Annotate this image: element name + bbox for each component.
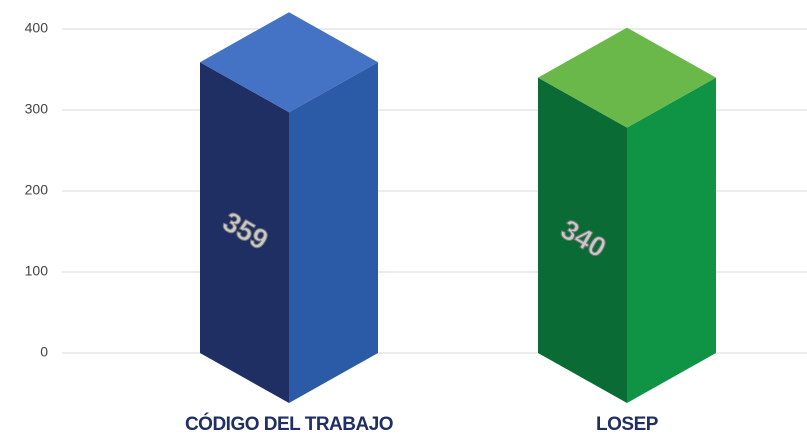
x-tick-label: CÓDIGO DEL TRABAJO	[185, 413, 393, 435]
y-tick-label: 400	[25, 20, 49, 36]
x-tick-label: LOSEP	[596, 414, 659, 435]
y-tick-label: 200	[25, 182, 49, 198]
bar-side	[627, 77, 716, 403]
y-tick-label: 0	[40, 344, 48, 360]
bar-side	[289, 62, 378, 404]
bar-front	[200, 62, 289, 404]
bar-top	[200, 12, 378, 113]
bar-front	[538, 77, 627, 403]
bar-top	[538, 27, 716, 128]
y-tick-label: 100	[25, 263, 49, 279]
y-tick-label: 300	[25, 101, 49, 117]
